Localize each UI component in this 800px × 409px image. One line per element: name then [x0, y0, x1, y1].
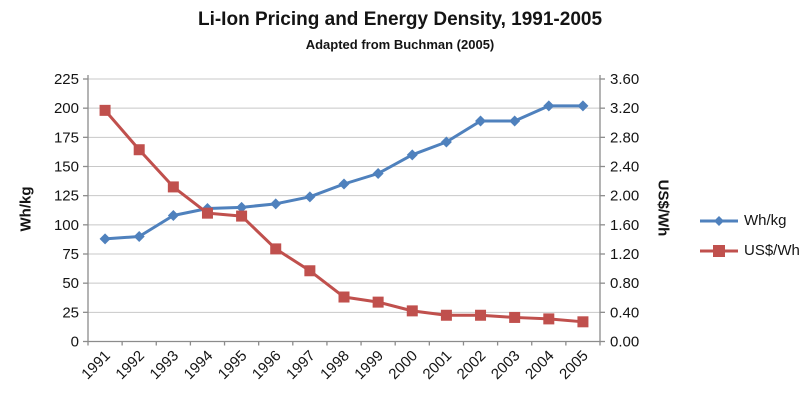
data-point-whkg-2005 — [577, 100, 589, 112]
right-axis-title: US$/Wh — [654, 179, 672, 237]
data-point-usdwh-2000 — [406, 305, 418, 317]
left-axis-tick-label: 225 — [54, 71, 79, 88]
x-axis-tick-label: 1995 — [215, 347, 251, 383]
data-point-whkg-1992 — [133, 231, 145, 242]
right-axis-tick-label: 2.80 — [610, 129, 639, 146]
data-point-usdwh-2004 — [543, 313, 555, 325]
data-point-whkg-2002 — [475, 115, 487, 127]
legend: Wh/kg US$/Wh — [699, 212, 800, 259]
chart-subtitle: Adapted from Buchman (2005) — [305, 37, 495, 52]
left-axis-tick-label: 25 — [62, 304, 79, 321]
left-axis-tick-label: 50 — [62, 275, 79, 292]
x-axis-tick-label: 1999 — [351, 347, 387, 383]
data-point-usdwh-2001 — [440, 309, 452, 321]
legend-item-whkg: Wh/kg — [699, 212, 800, 229]
x-axis-tick-label: 2003 — [488, 347, 524, 383]
x-axis-tick-label: 2005 — [556, 347, 592, 383]
data-point-whkg-2003 — [509, 115, 521, 127]
data-point-whkg-1993 — [167, 210, 179, 221]
left-axis-tick-label: 75 — [62, 246, 79, 263]
left-axis-title: Wh/kg — [17, 186, 35, 232]
data-point-whkg-1998 — [338, 178, 350, 190]
left-axis-tick-label: 200 — [54, 100, 79, 117]
right-axis-tick-label: 1.20 — [610, 246, 639, 263]
x-axis-tick-label: 1991 — [78, 347, 114, 383]
data-point-whkg-1991 — [99, 233, 111, 245]
legend-label-whkg: Wh/kg — [744, 212, 787, 229]
data-point-whkg-2004 — [543, 100, 555, 112]
right-axis-tick-label: 2.00 — [610, 188, 639, 205]
whkg-series-icon — [700, 215, 738, 226]
data-point-usdwh-1994 — [201, 207, 213, 219]
data-point-usdwh-1991 — [99, 104, 111, 116]
data-point-whkg-1997 — [304, 191, 316, 203]
left-axis-tick-label: 150 — [54, 159, 79, 176]
data-point-usdwh-2005 — [577, 316, 589, 328]
data-point-usdwh-1999 — [372, 296, 384, 308]
right-axis-tick-label: 2.40 — [610, 159, 639, 176]
right-axis-tick-label: 3.60 — [610, 71, 639, 88]
data-point-whkg-2001 — [440, 136, 452, 148]
x-axis-tick-label: 2001 — [420, 347, 456, 383]
legend-item-usdwh: US$/Wh — [699, 242, 800, 259]
data-point-usdwh-1992 — [133, 144, 145, 156]
data-point-usdwh-1997 — [304, 265, 316, 277]
data-point-usdwh-2003 — [509, 311, 521, 323]
series-line-whkg — [104, 104, 583, 241]
right-axis-tick-label: 1.60 — [610, 217, 639, 234]
right-axis-tick-label: 3.20 — [610, 100, 639, 117]
right-axis-tick-label: 0.40 — [610, 304, 639, 321]
x-axis-tick-label: 1994 — [181, 347, 217, 383]
data-point-whkg-1995 — [236, 201, 248, 213]
x-axis-tick-label: 1993 — [147, 347, 183, 383]
data-point-whkg-2000 — [406, 149, 418, 161]
x-axis-tick-label: 1997 — [283, 347, 319, 383]
data-point-usdwh-2002 — [475, 309, 487, 321]
data-point-usdwh-1996 — [270, 243, 282, 255]
data-point-whkg-1996 — [270, 198, 282, 210]
chart-title: Li-Ion Pricing and Energy Density, 1991-… — [197, 9, 603, 30]
left-axis-tick-label: 125 — [54, 188, 79, 205]
x-axis-tick-label: 1992 — [112, 347, 148, 383]
right-axis-tick-label: 0.00 — [610, 334, 639, 351]
x-axis-tick-label: 1996 — [249, 347, 285, 383]
x-axis-tick-label: 2000 — [385, 347, 421, 383]
left-axis-tick-label: 175 — [54, 129, 79, 146]
legend-label-usdwh: US$/Wh — [744, 242, 800, 259]
usdwh-series-icon — [700, 244, 738, 257]
data-point-usdwh-1993 — [167, 181, 179, 193]
x-axis-tick-label: 2004 — [522, 347, 558, 383]
data-point-usdwh-1998 — [338, 291, 350, 303]
data-point-whkg-1999 — [372, 168, 384, 179]
left-axis-tick-label: 0 — [71, 334, 79, 351]
left-axis-tick-label: 100 — [54, 217, 79, 234]
x-axis-tick-label: 2002 — [454, 347, 490, 383]
data-point-usdwh-1995 — [236, 210, 248, 222]
right-axis-tick-label: 0.80 — [610, 275, 639, 292]
x-axis-tick-label: 1998 — [317, 347, 353, 383]
